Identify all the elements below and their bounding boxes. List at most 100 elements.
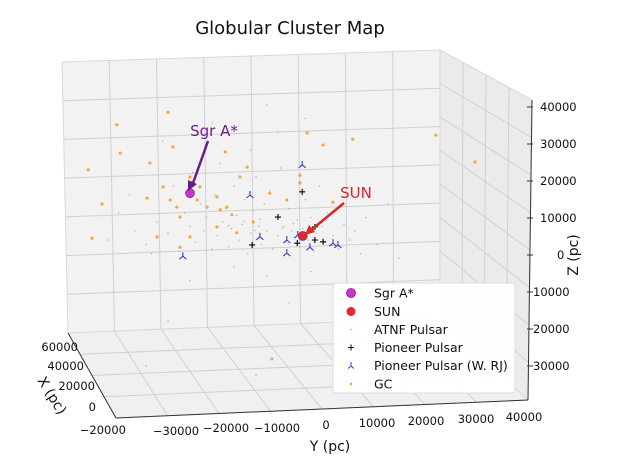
point-atnf-pulsar <box>318 185 320 187</box>
annotation-sun: SUN <box>305 184 372 235</box>
legend-marker-gc <box>349 382 353 386</box>
point-atnf-pulsar <box>255 176 257 178</box>
point-atnf-pulsar <box>269 189 271 192</box>
point-gc <box>148 161 152 165</box>
point-pioneer-pulsar-w-rj <box>329 239 337 247</box>
gridline <box>65 202 441 218</box>
z-axis-label: Z (pc) <box>566 234 582 276</box>
point-gc <box>434 133 438 137</box>
point-atnf-pulsar <box>398 257 400 259</box>
y-axis-line <box>115 399 529 419</box>
point-atnf-pulsar <box>128 194 131 196</box>
point-pioneer-pulsar-w-rj <box>255 232 264 241</box>
point-atnf-pulsar <box>106 239 109 241</box>
point-atnf-pulsar <box>219 162 221 165</box>
point-gc <box>298 181 302 185</box>
point-atnf-pulsar <box>282 225 285 228</box>
point-atnf-pulsar <box>259 218 262 221</box>
point-atnf-pulsar <box>296 219 298 221</box>
point-atnf-pulsar <box>227 224 230 227</box>
point-gc <box>155 235 159 239</box>
point-atnf-pulsar <box>365 216 367 219</box>
annotation-sgr-a: Sgr A* <box>188 122 238 191</box>
point-gc <box>305 131 309 135</box>
x-tick-label: 60000 <box>41 340 78 354</box>
z-tick-labels: 40000 30000 20000 10000 0 10000 20000 30000 <box>527 100 577 373</box>
gridline <box>345 52 348 322</box>
point-gc <box>298 173 302 177</box>
point-atnf-pulsar <box>310 270 312 273</box>
gridline <box>156 58 162 330</box>
x-tick-labels: 60000 40000 20000 0 −20000 <box>41 340 126 437</box>
point-atnf-pulsar <box>247 252 249 255</box>
z-tick-label: 20000 <box>540 174 577 188</box>
point-gc <box>270 357 274 361</box>
point-atnf-pulsar <box>271 248 274 250</box>
y-tick-label: −30000 <box>153 424 199 438</box>
point-atnf-pulsar <box>214 194 216 196</box>
point-atnf-pulsar <box>222 221 224 223</box>
point-atnf-pulsar <box>189 279 191 282</box>
point-atnf-pulsar <box>291 230 293 232</box>
point-atnf-pulsar <box>285 241 287 243</box>
point-atnf-pulsar <box>183 212 186 214</box>
x-tick-label: 40000 <box>47 359 84 373</box>
point-atnf-pulsar <box>249 232 252 234</box>
gridline <box>439 150 531 213</box>
point-gc <box>188 175 192 179</box>
point-gc <box>321 143 325 147</box>
point-pioneer-pulsar-w-rj <box>306 243 314 251</box>
gridline <box>439 183 531 251</box>
point-gc <box>145 196 149 200</box>
sun-arrowhead <box>305 225 315 235</box>
point-atnf-pulsar <box>281 227 284 230</box>
point-gc <box>225 205 229 209</box>
legend: Sgr A* SUN ATNF Pulsar Pioneer Pulsar Pi… <box>332 282 516 394</box>
point-gc <box>473 160 477 164</box>
point-atnf-pulsar <box>292 223 295 225</box>
z-tick-label: 10000 <box>540 211 577 225</box>
point-atnf-pulsar <box>310 216 312 219</box>
point-gc <box>235 231 239 235</box>
point-atnf-pulsar <box>167 232 169 234</box>
point-atnf-pulsar <box>236 214 238 216</box>
gridline <box>62 87 441 102</box>
gridline <box>108 60 115 332</box>
point-atnf-pulsar <box>172 185 175 187</box>
legend-label-sun: SUN <box>374 304 400 319</box>
point-atnf-pulsar <box>304 198 307 201</box>
point-atnf-pulsar <box>266 275 268 277</box>
point-gc <box>215 195 219 199</box>
legend-label-pioneer-rj: Pioneer Pulsar (W. RJ) <box>374 358 508 373</box>
point-atnf-pulsar <box>150 252 153 255</box>
z-tick-label: 10000 <box>533 285 570 299</box>
z-axis-line <box>527 99 533 401</box>
point-sun <box>297 231 308 241</box>
x-tick-label: 20000 <box>58 379 95 393</box>
point-atnf-pulsar <box>233 185 235 187</box>
point-atnf-pulsar <box>337 248 340 250</box>
legend-marker-atnf <box>350 328 352 331</box>
point-atnf-pulsar <box>227 246 230 248</box>
point-atnf-pulsar <box>194 241 197 243</box>
sun-label: SUN <box>340 184 372 202</box>
x-axis-line <box>67 332 117 419</box>
point-atnf-pulsar <box>230 228 232 230</box>
point-atnf-pulsar <box>241 223 243 225</box>
point-atnf-pulsar <box>376 243 378 246</box>
point-gc <box>166 110 170 114</box>
gridline <box>439 116 532 176</box>
point-atnf-pulsar <box>178 250 180 252</box>
point-atnf-pulsar <box>200 203 202 205</box>
point-gc <box>195 198 199 202</box>
point-atnf-pulsar <box>205 216 208 219</box>
point-gc <box>178 215 182 219</box>
point-atnf-pulsar <box>260 243 263 246</box>
point-atnf-pulsar <box>313 250 315 252</box>
point-pioneer-pulsar <box>320 238 327 245</box>
point-gc <box>115 123 119 127</box>
y-tick-label: −10000 <box>254 421 300 435</box>
point-gc <box>238 175 242 179</box>
point-atnf-pulsar <box>134 230 136 232</box>
